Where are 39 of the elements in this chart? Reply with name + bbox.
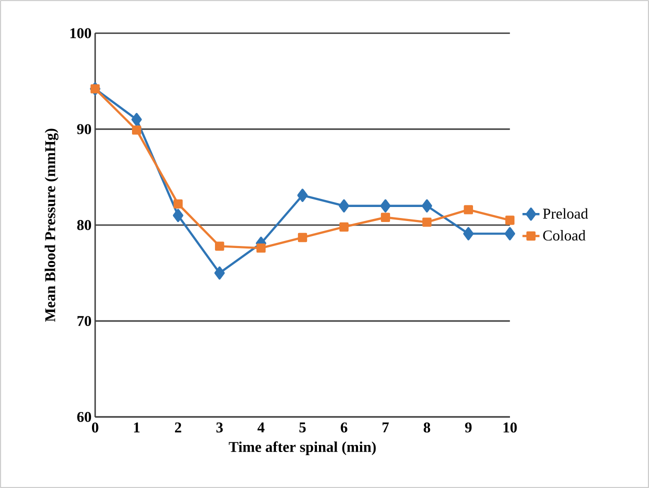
x-tick-label: 7 xyxy=(382,422,389,432)
point xyxy=(380,212,390,222)
point xyxy=(132,125,142,135)
y-tick-label: 90 xyxy=(77,124,92,134)
point xyxy=(339,222,349,232)
point xyxy=(297,188,308,202)
y-tick-label: 80 xyxy=(77,220,92,230)
point xyxy=(214,242,224,251)
legend-label: Coload xyxy=(543,230,586,241)
x-tick-label: 9 xyxy=(465,422,472,432)
x-tick-label: 3 xyxy=(216,422,223,432)
y-tick-label: 60 xyxy=(77,412,92,422)
x-axis-title: Time after spinal (min) xyxy=(228,441,376,456)
point xyxy=(298,232,308,242)
point xyxy=(173,199,183,208)
x-tick-label: 5 xyxy=(299,422,306,432)
x-tick-label: 6 xyxy=(340,422,348,432)
point xyxy=(338,199,350,212)
point xyxy=(131,112,142,126)
point xyxy=(422,199,432,212)
point xyxy=(505,216,514,225)
y-tick-label: 100 xyxy=(70,28,92,38)
point xyxy=(172,208,184,222)
x-tick-label: 0 xyxy=(92,422,98,432)
point xyxy=(422,218,432,227)
point xyxy=(464,205,474,214)
point xyxy=(463,227,474,240)
x-tick-label: 8 xyxy=(424,422,430,432)
point xyxy=(214,266,225,280)
x-tick-label: 10 xyxy=(504,422,517,432)
point xyxy=(256,243,266,253)
legend-label: Preload xyxy=(542,208,588,219)
point xyxy=(380,199,391,212)
y-axis-title: Mean Blood Pressure (mmHg) xyxy=(44,128,58,322)
x-tick-label: 1 xyxy=(134,422,140,432)
point xyxy=(504,227,516,240)
x-tick-label: 2 xyxy=(174,422,182,432)
x-tick-label: 4 xyxy=(258,422,264,432)
y-tick-label: 70 xyxy=(78,316,92,326)
